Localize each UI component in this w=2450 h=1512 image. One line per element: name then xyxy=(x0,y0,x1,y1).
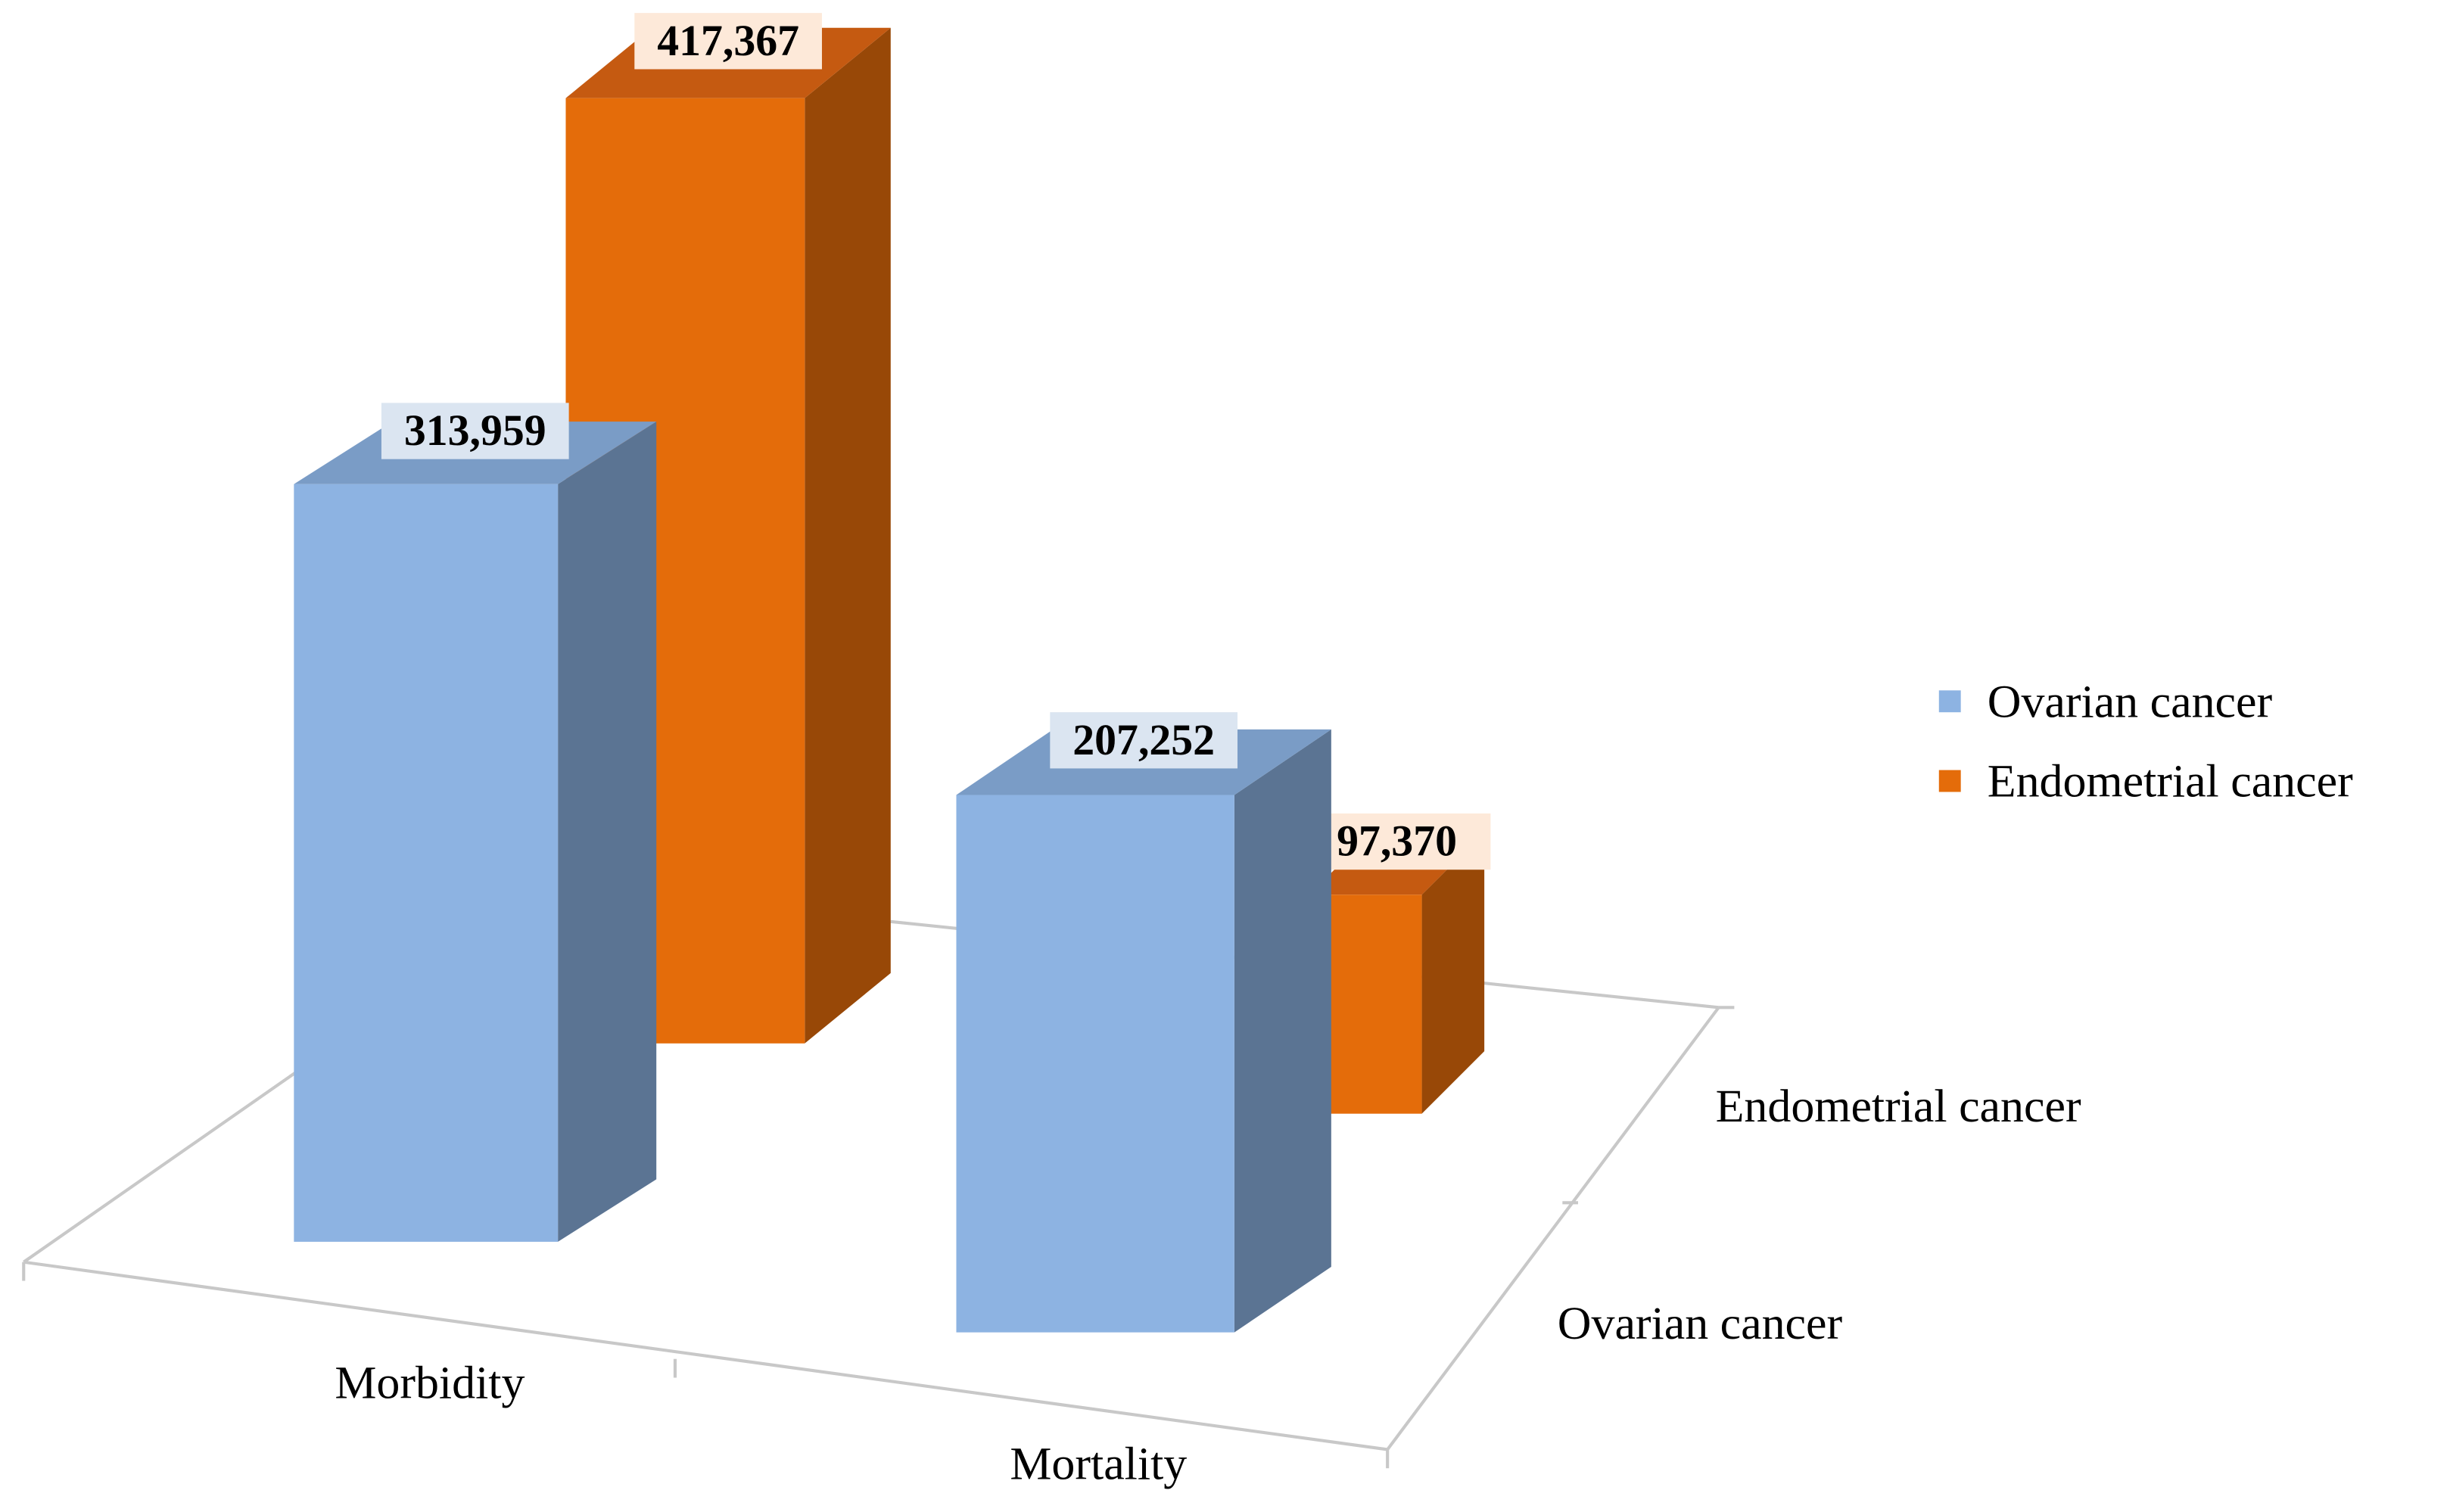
value-label: 313,959 xyxy=(404,406,546,455)
depth-tick-label: Ovarian cancer xyxy=(1558,1298,1843,1349)
value-label-box xyxy=(1050,712,1238,769)
value-label: 97,370 xyxy=(1337,817,1457,866)
legend-swatch xyxy=(1938,690,1961,713)
value-label-box xyxy=(381,403,569,459)
bar-side xyxy=(805,27,891,1044)
bar xyxy=(294,403,657,1242)
legend-label: Ovarian cancer xyxy=(1988,676,2273,727)
value-label: 207,252 xyxy=(1072,716,1215,764)
bar xyxy=(956,712,1331,1333)
value-label: 417,367 xyxy=(657,17,799,65)
bar-side xyxy=(558,422,657,1242)
bar-front xyxy=(956,795,1234,1333)
value-label-box xyxy=(634,13,822,70)
value-label-box xyxy=(1303,813,1491,870)
bar-side xyxy=(1234,729,1331,1333)
x-tick-label: Morbidity xyxy=(335,1357,525,1408)
bar-front xyxy=(294,484,559,1242)
legend-swatch xyxy=(1938,770,1961,792)
bar-side xyxy=(1421,832,1485,1114)
legend-label: Endometrial cancer xyxy=(1988,756,2353,807)
x-tick-label: Mortality xyxy=(1010,1439,1187,1490)
depth-tick-label: Endometrial cancer xyxy=(1716,1081,2081,1132)
